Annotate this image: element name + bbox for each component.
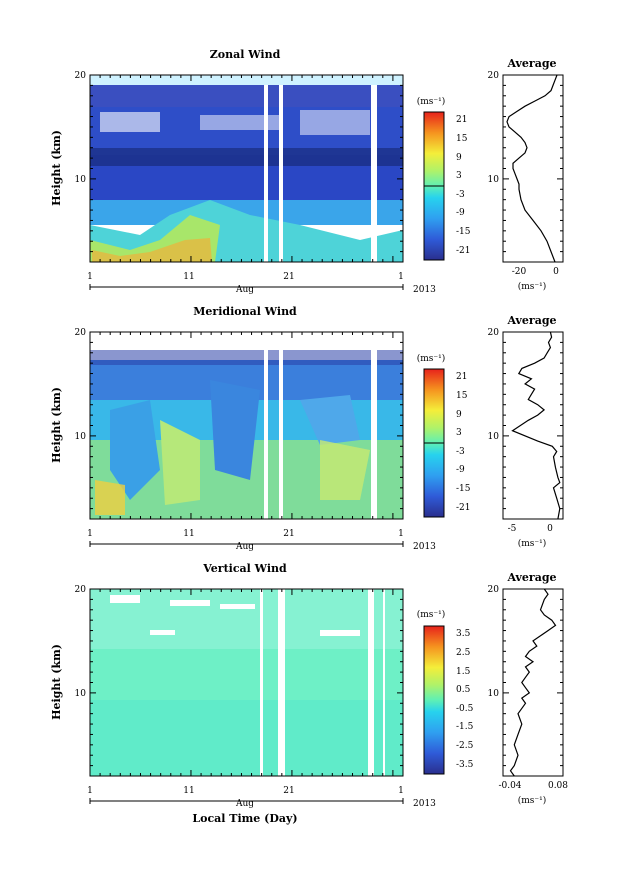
colorbar-tick-label: 15 bbox=[456, 134, 468, 144]
y-tick-label: 10 bbox=[488, 432, 500, 442]
colorbar-tick-label: 2.5 bbox=[456, 648, 471, 658]
y-tick-label: 20 bbox=[75, 328, 87, 338]
x-tick-label: 0.08 bbox=[548, 781, 568, 791]
y-axis-label: Height (km) bbox=[50, 644, 63, 720]
y-tick-label: 10 bbox=[488, 175, 500, 185]
colorbar-tick-label: -3 bbox=[456, 190, 465, 200]
average-title: Average bbox=[506, 314, 556, 327]
y-tick-label: 20 bbox=[75, 585, 87, 595]
x-tick-label: 1 bbox=[398, 786, 404, 796]
heatmap-image bbox=[90, 75, 403, 262]
x-tick-label: 1 bbox=[87, 786, 93, 796]
y-axis-label: Height (km) bbox=[50, 387, 63, 463]
heatmap-image bbox=[90, 589, 403, 776]
x-tick-label: -5 bbox=[508, 524, 517, 534]
x-tick-label: 11 bbox=[183, 529, 194, 539]
panel-zonal-average: Average 20 10 -20 0 (ms⁻¹) bbox=[488, 57, 564, 292]
year-label: 2013 bbox=[413, 799, 436, 809]
y-tick-label: 10 bbox=[75, 175, 87, 185]
panel-title: Vertical Wind bbox=[202, 562, 287, 575]
colorbar-tick-label: 3 bbox=[456, 428, 462, 438]
colorbar-tick-label: 0.5 bbox=[456, 685, 471, 695]
heatmap-image bbox=[90, 332, 403, 519]
panel-vertical: Vertical Wind 20 10 1 11 21 1 Aug 2013 L… bbox=[50, 562, 474, 825]
average-x-label: (ms⁻¹) bbox=[518, 538, 547, 549]
colorbar-tick-label: -15 bbox=[456, 227, 471, 237]
average-frame bbox=[502, 588, 564, 777]
panel-vertical-average: Average 20 10 -0.04 0.08 (ms⁻¹) bbox=[488, 571, 569, 806]
average-frame bbox=[502, 74, 564, 263]
panel-title: Meridional Wind bbox=[193, 305, 297, 318]
colorbar-tick-label: 9 bbox=[456, 153, 462, 163]
month-label: Aug bbox=[235, 285, 254, 295]
colorbar bbox=[423, 625, 445, 775]
y-tick-label: 20 bbox=[488, 328, 500, 338]
y-tick-label: 20 bbox=[75, 71, 87, 81]
average-title: Average bbox=[506, 571, 556, 584]
colorbar-tick-label: -9 bbox=[456, 465, 465, 475]
panel-meridional-average: Average 20 10 -5 0 (ms⁻¹) bbox=[488, 314, 564, 549]
colorbar-unit: (ms⁻¹) bbox=[417, 353, 446, 364]
y-tick-label: 10 bbox=[488, 689, 500, 699]
average-profile-line bbox=[511, 331, 561, 520]
panel-meridional: Meridional Wind 20 10 1 11 21 1 Aug 2013… bbox=[50, 305, 471, 552]
x-tick-label: 21 bbox=[283, 272, 294, 282]
month-label: Aug bbox=[235, 799, 254, 809]
x-tick-label: 1 bbox=[87, 529, 93, 539]
colorbar-tick-label: -21 bbox=[456, 246, 471, 256]
y-tick-label: 20 bbox=[488, 585, 500, 595]
colorbar-tick-label: -3.5 bbox=[456, 760, 474, 770]
colorbar-tick-label: -1.5 bbox=[456, 722, 474, 732]
average-title: Average bbox=[506, 57, 556, 70]
average-profile-line bbox=[509, 588, 557, 777]
x-tick-label: 0 bbox=[553, 267, 559, 277]
y-tick-label: 20 bbox=[488, 71, 500, 81]
x-tick-label: 0 bbox=[547, 524, 553, 534]
y-tick-label: 10 bbox=[75, 689, 87, 699]
axis-ticks bbox=[89, 74, 563, 804]
x-tick-label: 1 bbox=[87, 272, 93, 282]
colorbar-tick-label: 3.5 bbox=[456, 629, 471, 639]
panel-title: Zonal Wind bbox=[210, 48, 281, 61]
average-profile-line bbox=[506, 74, 558, 263]
x-tick-label: 21 bbox=[283, 529, 294, 539]
colorbar-unit: (ms⁻¹) bbox=[417, 609, 446, 620]
x-tick-label: 1 bbox=[398, 529, 404, 539]
x-tick-label: -20 bbox=[512, 267, 527, 277]
y-axis-label: Height (km) bbox=[50, 130, 63, 206]
colorbar-unit: (ms⁻¹) bbox=[417, 96, 446, 107]
x-tick-label: 1 bbox=[398, 272, 404, 282]
year-label: 2013 bbox=[413, 285, 436, 295]
x-tick-label: 11 bbox=[183, 786, 194, 796]
colorbar-tick-label: -2.5 bbox=[456, 741, 474, 751]
average-x-label: (ms⁻¹) bbox=[518, 281, 547, 292]
x-tick-label: 21 bbox=[283, 786, 294, 796]
colorbar-tick-label: -9 bbox=[456, 208, 465, 218]
average-x-label: (ms⁻¹) bbox=[518, 795, 547, 806]
colorbar-tick-label: 21 bbox=[456, 115, 467, 125]
colorbar-tick-label: -3 bbox=[456, 447, 465, 457]
x-tick-label: 11 bbox=[183, 272, 194, 282]
x-tick-label: -0.04 bbox=[498, 781, 521, 791]
year-label: 2013 bbox=[413, 542, 436, 552]
colorbar-tick-label: -0.5 bbox=[456, 704, 474, 714]
panel-zonal: Zonal Wind 20 10 1 11 21 1 Aug 2013 bbox=[50, 48, 471, 295]
colorbar-tick-label: -15 bbox=[456, 484, 471, 494]
y-tick-label: 10 bbox=[75, 432, 87, 442]
colorbar-tick-label: -21 bbox=[456, 503, 471, 513]
colorbar-tick-label: 15 bbox=[456, 391, 468, 401]
month-label: Aug bbox=[235, 542, 254, 552]
colorbar-tick-label: 21 bbox=[456, 372, 467, 382]
x-axis-title: Local Time (Day) bbox=[192, 812, 297, 825]
colorbar-tick-label: 1.5 bbox=[456, 667, 471, 677]
colorbar-tick-label: 9 bbox=[456, 410, 462, 420]
colorbar-tick-label: 3 bbox=[456, 171, 462, 181]
